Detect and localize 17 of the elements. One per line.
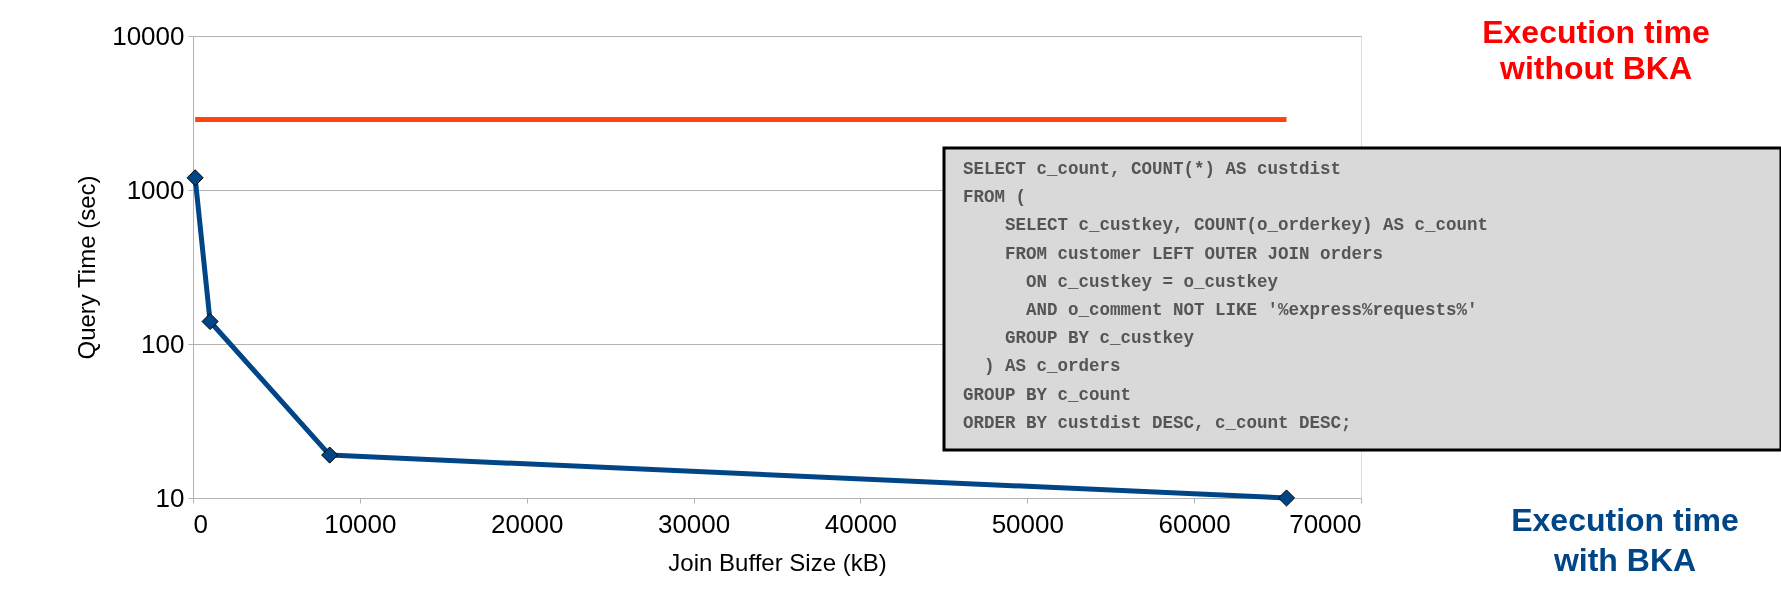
x-tick-label: 50000 — [991, 508, 1064, 539]
x-tick-label: 20000 — [491, 508, 564, 539]
y-tick-label: 10000 — [112, 20, 185, 51]
x-tick-label: 60000 — [1158, 508, 1231, 539]
text: Execution time with BKA — [1511, 502, 1739, 578]
x-tick-label: 70000 — [1289, 508, 1362, 539]
y-tick-label: 100 — [141, 328, 185, 359]
x-axis-title: Join Buffer Size (kB) — [668, 548, 887, 576]
x-tick-label: 0 — [193, 508, 208, 539]
text: SELECT c_count, COUNT(*) AS custdist FROM ( SELECT c_custkey, COUNT(o_orderkey) AS c_count FROM customer LEFT OUTER JOIN orders ON c_custkey = o_custkey AND o_comment NOT LIKE '%express%requests%' GROUP BY c_custkey ) AS c_orders GROUP BY c_count ORDER BY custdist DESC, c_count DESC; — [963, 159, 1489, 433]
text: Execution time without BKA — [1482, 14, 1710, 86]
y-axis-title: Query Time (sec) — [73, 175, 101, 360]
y-tick-label: 10 — [155, 482, 185, 513]
x-tick-label: 40000 — [824, 508, 898, 539]
x-tick-label: 30000 — [657, 508, 731, 539]
y-tick-label: 1000 — [126, 174, 185, 205]
x-tick-label: 10000 — [324, 508, 397, 539]
